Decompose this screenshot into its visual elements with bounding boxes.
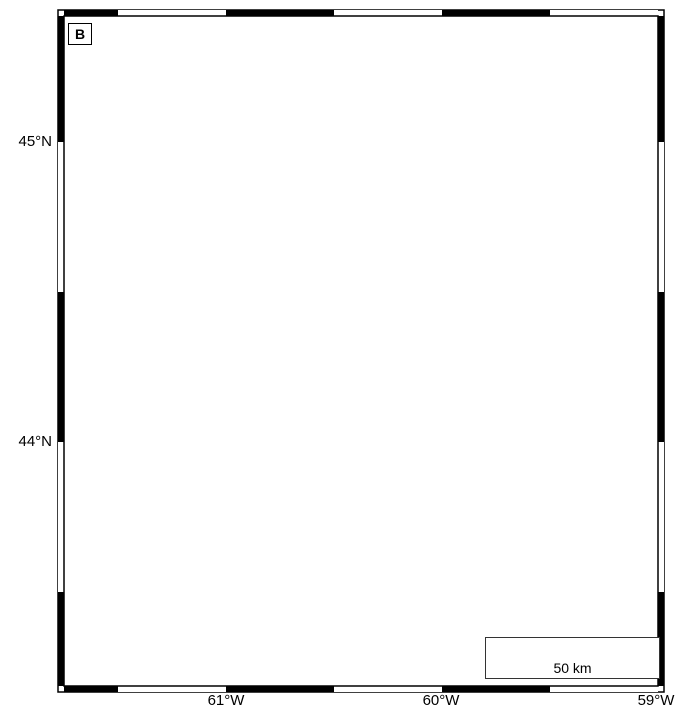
frame-tick (442, 686, 550, 692)
frame-tick (550, 686, 658, 692)
track-path (659, 0, 697, 84)
frame-tick (118, 10, 226, 16)
frame-tick (58, 442, 64, 592)
frame-tick (658, 592, 664, 686)
frame-tick (58, 16, 64, 142)
frame-tick (550, 10, 658, 16)
frame-tick (658, 292, 664, 442)
frame-tick (658, 442, 664, 592)
panel-label: B (68, 23, 92, 45)
frame-tick (58, 292, 64, 442)
frame-tick (58, 592, 64, 686)
map-border (63, 15, 659, 687)
lon-label-60: 60°W (422, 692, 460, 709)
frame-tick (334, 686, 442, 692)
frame-tick (658, 16, 664, 142)
scale-bar: 50 km (485, 637, 660, 679)
frame-tick (226, 686, 334, 692)
frame-tick (64, 686, 118, 692)
frame-tick (58, 142, 64, 292)
lat-label-44: 44°N (18, 433, 52, 450)
frame-tick (334, 10, 442, 16)
scale-bar-label: 50 km (553, 660, 592, 676)
lat-label-45: 45°N (18, 133, 52, 150)
frame-tick (64, 10, 118, 16)
frame-tick (658, 142, 664, 292)
frame-ticks (58, 10, 664, 692)
lon-label-61: 61°W (207, 692, 245, 709)
map-frame (57, 9, 665, 693)
lon-label-59: 59°W (637, 692, 675, 709)
frame-tick (118, 686, 226, 692)
frame-tick (226, 10, 334, 16)
frame-tick (442, 10, 550, 16)
